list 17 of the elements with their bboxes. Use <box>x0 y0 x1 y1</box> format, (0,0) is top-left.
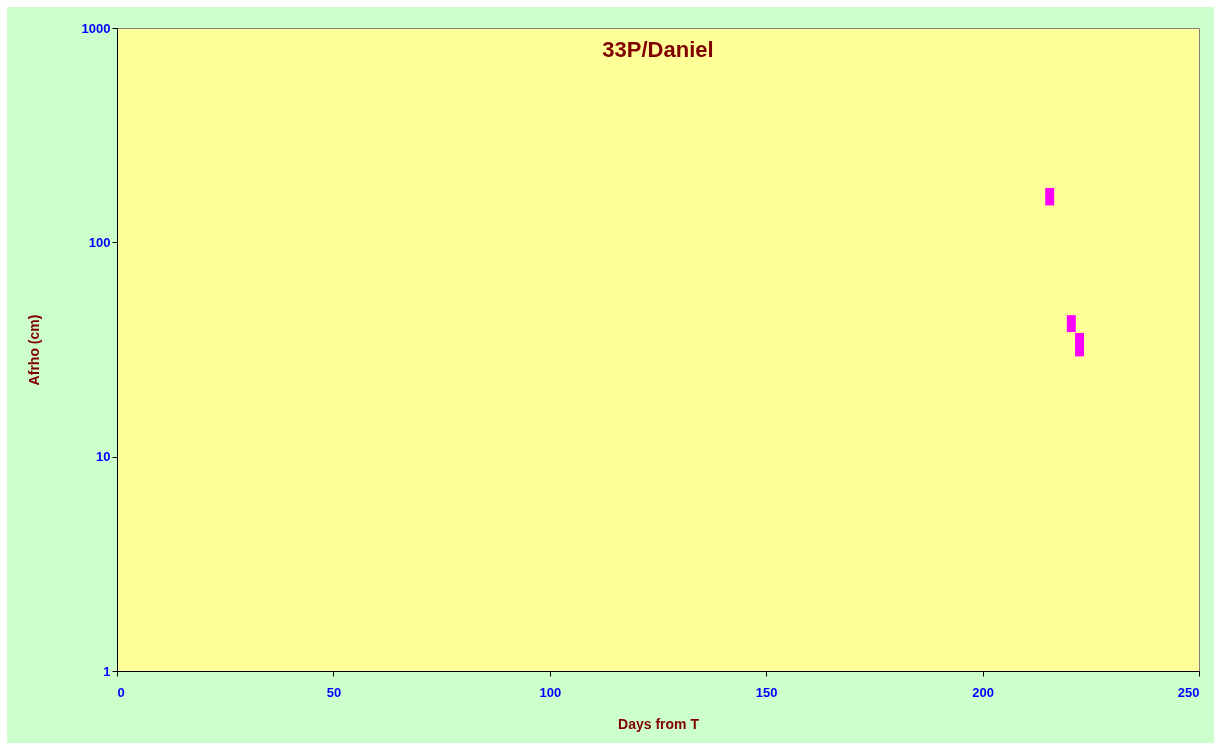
x-axis-title: Days from T <box>618 715 700 732</box>
y-tick-label: 100 <box>88 234 111 250</box>
x-tick-label: 250 <box>1177 684 1200 700</box>
x-tick-label: 150 <box>755 684 778 700</box>
y-tick-label: 1 <box>103 663 111 679</box>
y-axis-title: Afrho (cm) <box>25 314 42 386</box>
y-tick-label: 1000 <box>81 20 111 36</box>
point <box>1045 187 1055 197</box>
x-tick-label: 100 <box>539 684 562 700</box>
y-tick-label: 10 <box>96 449 111 465</box>
point <box>1066 323 1076 333</box>
point <box>1075 347 1085 357</box>
chart-title: 33P/Daniel <box>602 37 714 62</box>
point <box>1045 196 1055 206</box>
x-tick-label: 200 <box>972 684 994 700</box>
x-tick-label: 50 <box>326 684 342 700</box>
x-tick-label: 0 <box>117 684 125 700</box>
